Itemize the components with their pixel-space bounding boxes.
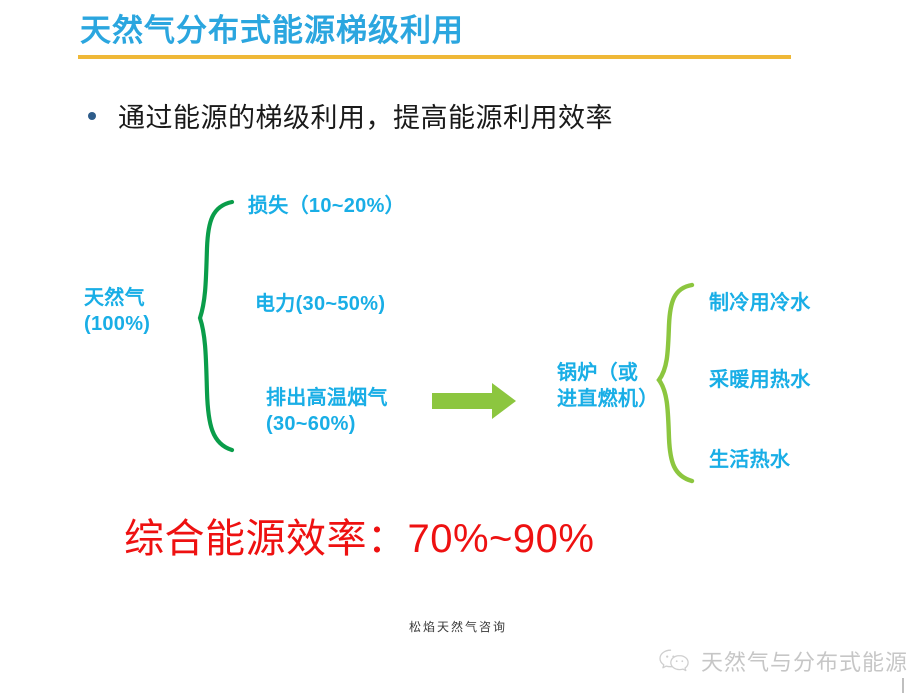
watermark-caret <box>902 678 904 693</box>
diagram-label-heating-water: 采暖用热水 <box>709 369 811 391</box>
bullet-dot-icon <box>88 111 96 120</box>
title-underline-rule <box>78 55 791 59</box>
footer-note: 松焰天然气咨询 <box>408 620 507 634</box>
diagram-label-chilled-water: 制冷用冷水 <box>709 292 811 314</box>
flow-arrow-icon <box>432 383 516 419</box>
left-brace-icon <box>197 199 235 453</box>
bullet-item-label: 通过能源的梯级利用，提高能源利用效率 <box>118 103 613 133</box>
conclusion-text: 综合能源效率：70%~90% <box>124 517 595 561</box>
watermark: 天然气与分布式能源 <box>658 645 908 677</box>
page-title: 天然气分布式能源梯级利用 <box>80 13 464 48</box>
diagram-label-natural-gas: 天然气 (100%) <box>84 287 151 336</box>
diagram-label-electricity: 电力(30~50%) <box>255 293 386 315</box>
diagram-label-domestic-hot-water: 生活热水 <box>709 449 791 471</box>
watermark-label: 天然气与分布式能源 <box>700 650 908 675</box>
diagram-label-loss: 损失（10~20%） <box>248 195 405 217</box>
right-brace-icon <box>656 282 695 484</box>
bullet-item: 通过能源的梯级利用，提高能源利用效率 <box>88 96 613 135</box>
diagram-label-boiler: 锅炉（或 进直燃机） <box>557 362 659 411</box>
wechat-logo-icon <box>659 649 689 672</box>
diagram-label-flue-gas: 排出高温烟气 (30~60%) <box>266 387 388 436</box>
